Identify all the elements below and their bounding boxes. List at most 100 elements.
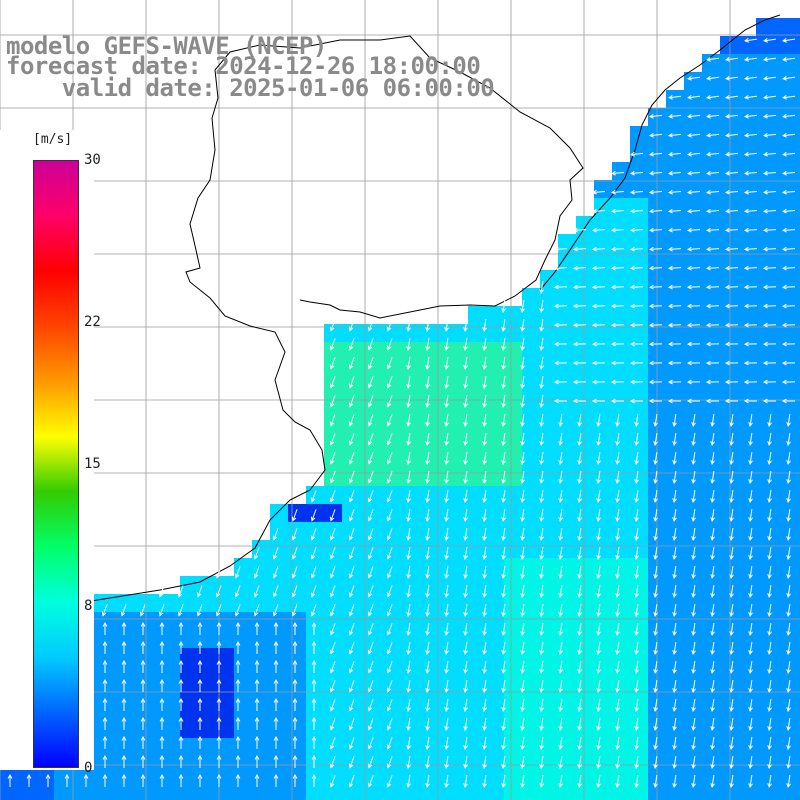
wind-arrow	[724, 360, 739, 366]
wind-arrow	[710, 413, 715, 427]
wind-arrow	[520, 698, 525, 712]
wind-arrow	[121, 659, 127, 673]
wind-arrow	[729, 603, 734, 617]
field-cell	[234, 774, 253, 793]
field-cell	[450, 522, 469, 541]
field-cell	[738, 738, 757, 757]
wind-arrow	[348, 433, 355, 446]
wind-arrow	[762, 265, 777, 271]
wind-arrow	[386, 547, 393, 560]
field-cell	[774, 540, 793, 559]
field-cell	[144, 648, 163, 667]
field-cell	[792, 324, 800, 343]
field-cell	[792, 108, 800, 127]
wind-arrow	[273, 735, 279, 749]
field-cell	[684, 396, 703, 415]
wind-arrow	[425, 565, 430, 579]
wind-arrow	[539, 489, 544, 503]
wind-arrow	[444, 375, 449, 389]
field-cell	[684, 306, 703, 325]
wind-arrow	[406, 641, 411, 655]
field-cell	[162, 720, 181, 739]
field-cell	[702, 684, 721, 703]
wind-arrow	[159, 640, 165, 654]
wind-arrow	[763, 76, 777, 81]
field-cell	[576, 306, 595, 325]
field-cell	[576, 450, 595, 469]
wind-arrow	[310, 547, 317, 560]
field-cell	[720, 144, 739, 163]
field-cell	[666, 108, 685, 127]
wind-arrow	[539, 356, 544, 370]
wind-arrow	[577, 717, 582, 731]
wind-arrow	[705, 284, 720, 290]
wind-arrow	[577, 527, 582, 541]
field-cell	[504, 612, 523, 631]
wind-arrow	[748, 470, 753, 484]
field-cell	[324, 378, 343, 397]
wind-arrow	[653, 774, 658, 788]
field-cell	[162, 684, 181, 703]
wind-arrow	[781, 360, 796, 366]
wind-arrow	[520, 603, 525, 617]
field-cell	[666, 162, 685, 181]
wind-arrow	[577, 508, 582, 522]
wind-arrow	[444, 755, 449, 769]
field-cell	[792, 198, 800, 217]
field-cell	[540, 450, 559, 469]
wind-arrow	[634, 470, 639, 484]
field-cell	[774, 180, 793, 199]
wind-arrow	[781, 189, 796, 195]
field-cell	[468, 720, 487, 739]
field-cell	[792, 450, 800, 469]
wind-arrow	[710, 527, 715, 541]
wind-arrow	[596, 660, 601, 674]
wind-arrow	[406, 489, 411, 503]
wind-arrow	[235, 640, 241, 654]
wind-arrow	[691, 679, 696, 693]
field-cell	[576, 666, 595, 685]
field-cell	[342, 630, 361, 649]
field-cell	[540, 432, 559, 451]
field-cell	[198, 774, 217, 793]
field-cell	[396, 522, 415, 541]
field-cell	[342, 522, 361, 541]
field-cell	[558, 540, 577, 559]
wind-arrow	[406, 318, 411, 332]
field-cell	[522, 486, 541, 505]
field-cell	[594, 342, 613, 361]
field-cell	[396, 468, 415, 487]
field-cell	[702, 540, 721, 559]
wind-arrow	[729, 641, 734, 655]
field-cell	[378, 378, 397, 397]
field-cell	[468, 576, 487, 595]
wind-arrow	[310, 509, 317, 522]
wind-arrow	[767, 774, 772, 788]
wind-arrow	[553, 379, 568, 385]
field-cell	[576, 396, 595, 415]
wind-arrow	[591, 360, 606, 366]
wind-arrow	[444, 660, 449, 674]
field-cell	[540, 360, 559, 379]
field-cell	[468, 702, 487, 721]
wind-arrow	[781, 265, 796, 271]
field-cell	[612, 198, 631, 217]
wind-arrow	[748, 451, 753, 465]
wind-arrow	[444, 394, 449, 408]
wind-arrow	[610, 284, 625, 290]
field-cell	[432, 738, 451, 757]
field-cell	[486, 558, 505, 577]
field-cell	[720, 414, 739, 433]
field-cell	[792, 342, 800, 361]
field-cell	[144, 630, 163, 649]
wind-arrow	[520, 432, 525, 446]
wind-arrow	[672, 470, 677, 484]
wind-arrow	[610, 265, 625, 271]
wind-arrow	[501, 394, 506, 408]
field-cell	[720, 522, 739, 541]
wind-arrow	[558, 470, 563, 484]
wind-arrow	[121, 716, 127, 730]
wind-arrow	[159, 716, 165, 730]
wind-arrow	[558, 679, 563, 693]
